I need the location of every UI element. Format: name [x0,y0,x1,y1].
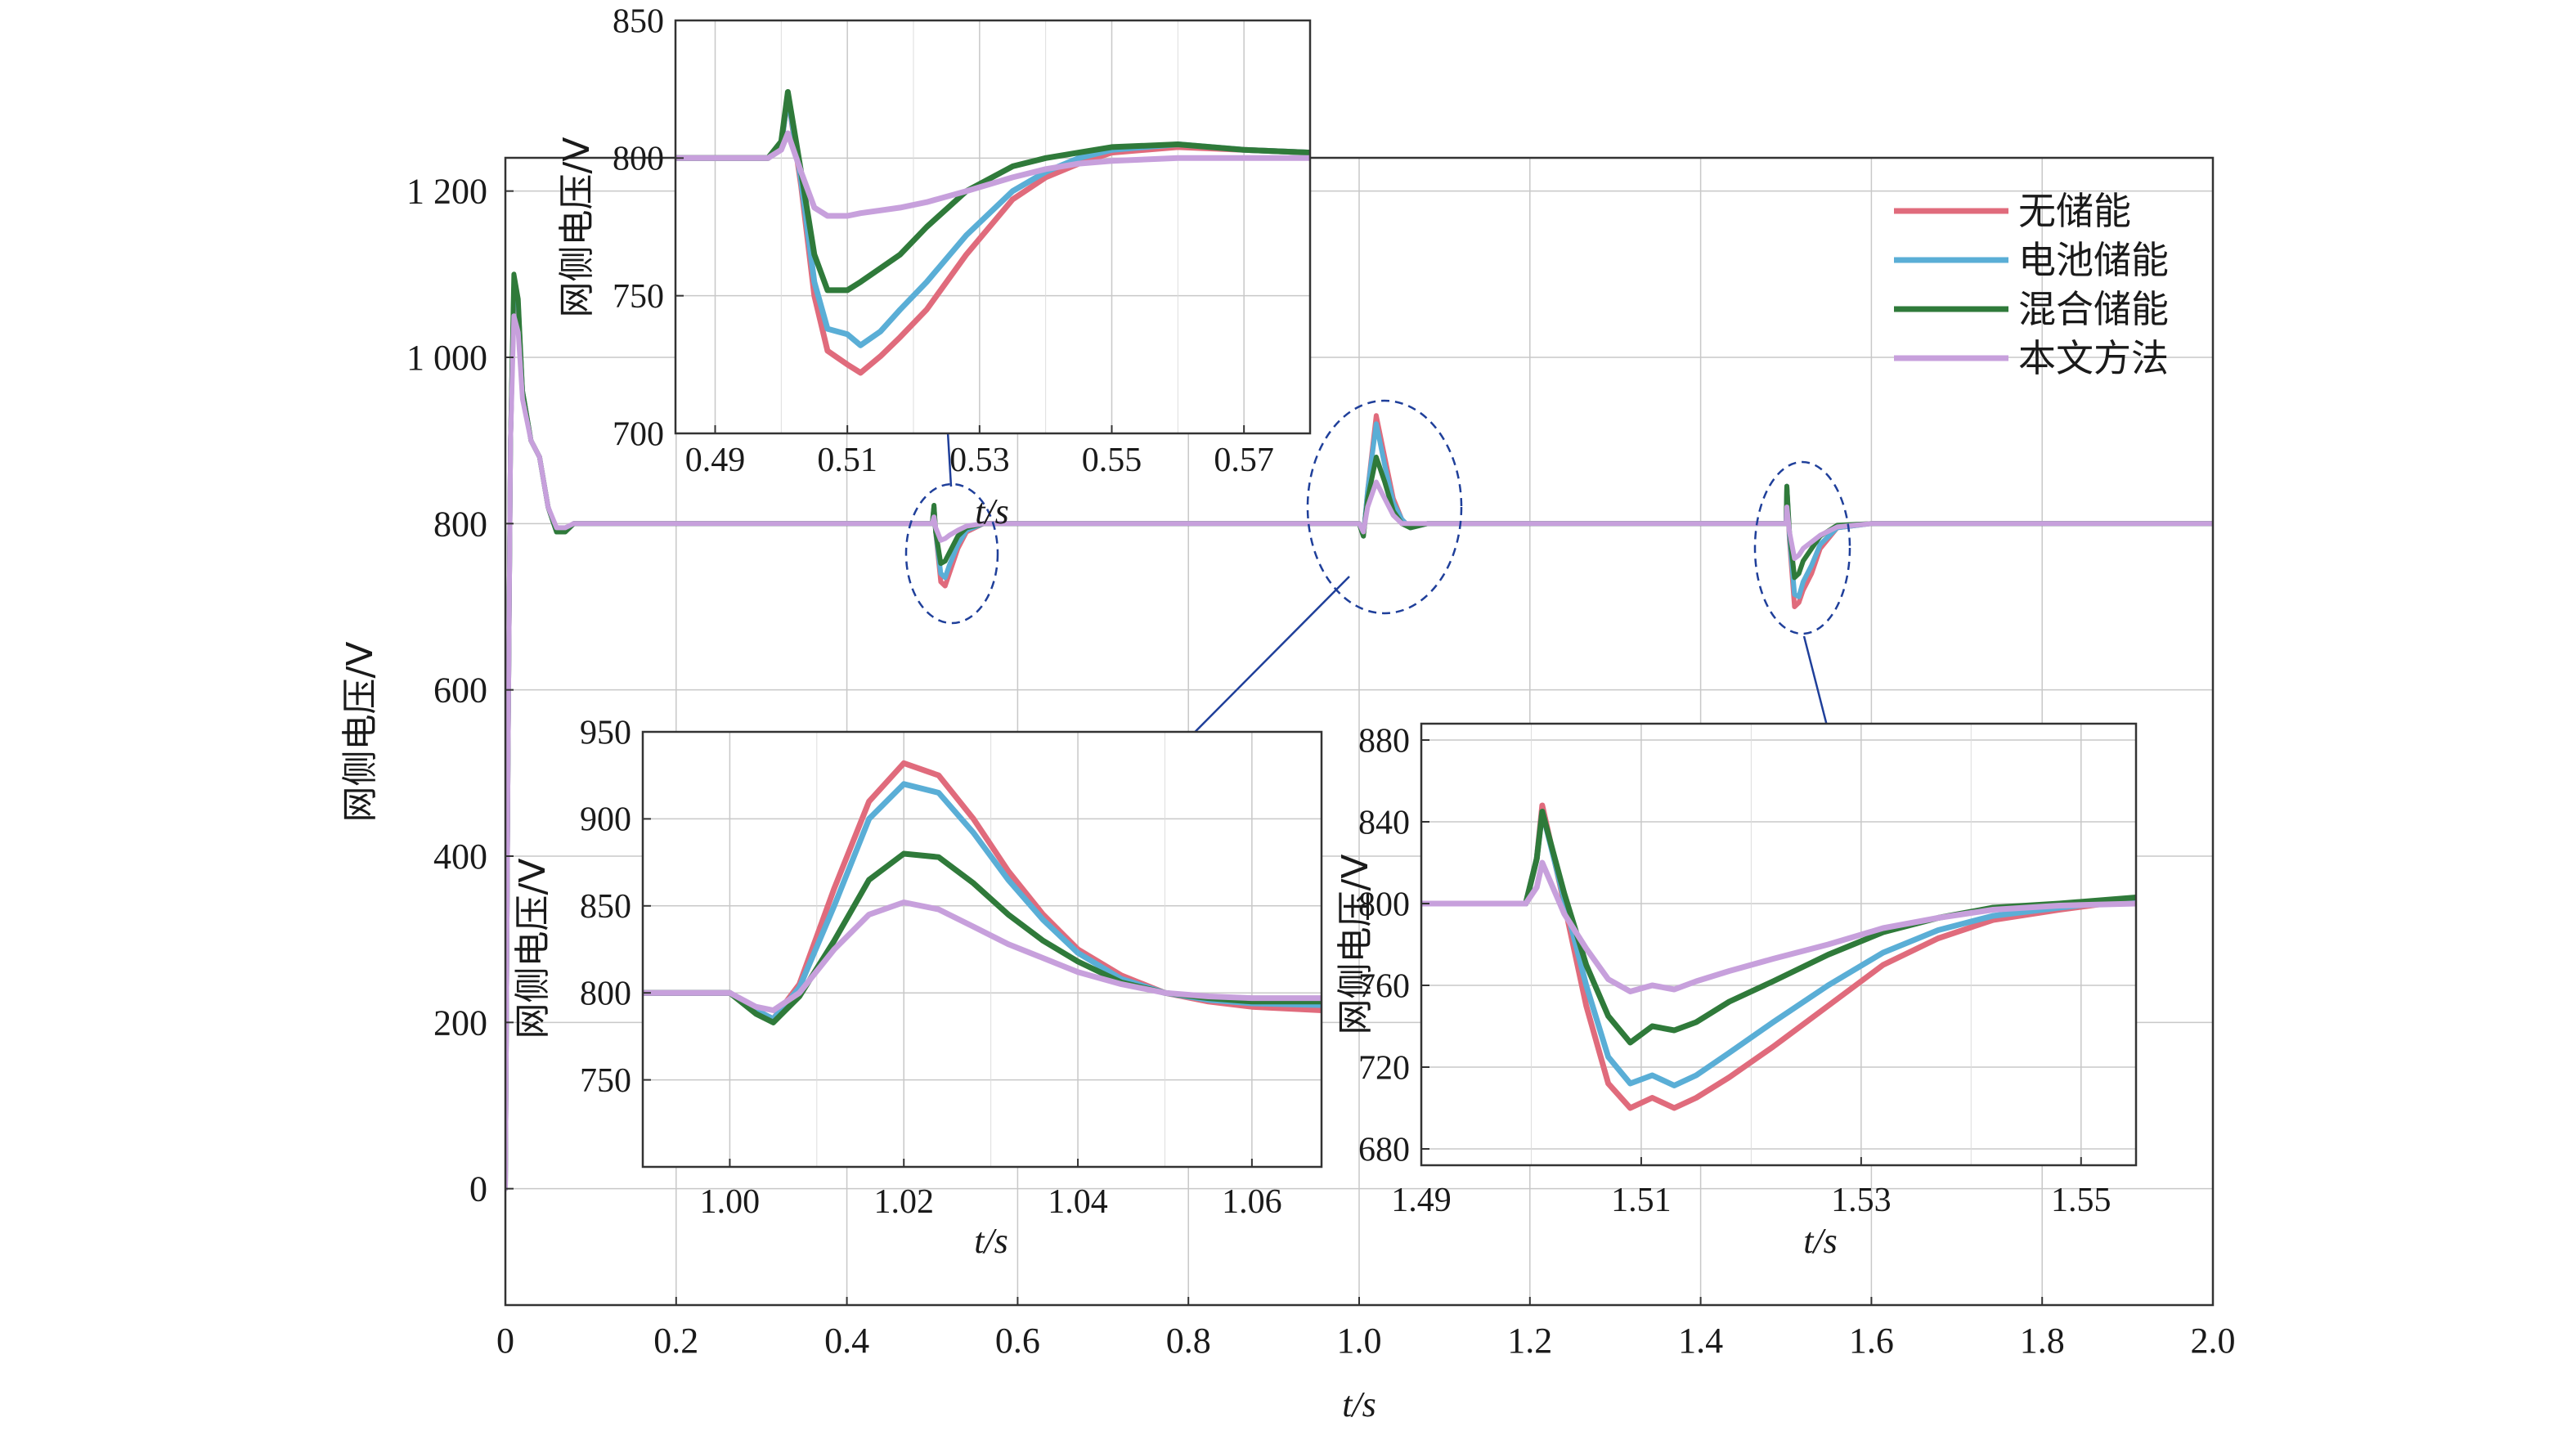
legend-label-hybrid: 混合储能 [2018,287,2169,331]
inset-chart-1.5s: 1.49 1.51 1.53 1.55 680 720 760 800 840 880 t/s 网… [1335,722,2138,1261]
inset-1.5s-y-axis-label: 网侧电压/V [1335,855,1376,1035]
inset-1.0s-y-tick-label: 800 [580,975,631,1012]
inset-1.0s-background [643,732,1322,1167]
main-x-tick-label: 1.2 [1507,1321,1552,1361]
highlight-ellipse-1.5s [1753,460,1851,635]
main-x-tick-label: 0.8 [1166,1321,1211,1361]
inset-0.5s-y-tick-label: 750 [613,278,664,316]
main-y-tick-label: 200 [433,1003,487,1043]
main-x-tick-label: 0.4 [824,1321,869,1361]
highlight-ellipses [904,399,1851,635]
inset-1.5s-x-axis-label: t/s [1803,1221,1838,1261]
inset-1.0s-series-proposed [643,899,1322,1013]
inset-1.5s-y-tick-label: 840 [1358,804,1410,841]
inset-0.5s-series [675,89,1310,376]
inset-1.0s-tick-labels: 1.00 1.02 1.04 1.06 750 800 850 900 950 [580,714,1282,1221]
inset-0.5s-y-tick-label: 700 [613,415,664,453]
inset-1.5s-frame [1420,722,2138,1167]
inset-0.5s-y-tick-label: 850 [613,2,664,40]
main-y-tick-label: 1 000 [406,338,487,378]
inset-1.5s-background [1421,724,2136,1165]
inset-1.0s-y-tick-label: 750 [580,1062,631,1100]
main-y-tick-label: 400 [433,837,487,877]
inset-1.0s-y-tick-label: 900 [580,801,631,839]
inset-1.0s-x-tick-label: 1.06 [1222,1183,1282,1221]
inset-1.5s-tick-labels: 1.49 1.51 1.53 1.55 680 720 760 800 840 880 [1358,722,2112,1219]
main-x-tick-label: 1.4 [1678,1321,1723,1361]
main-x-tick-label: 0.6 [995,1321,1040,1361]
inset-1.5s-y-tick-label: 880 [1358,722,1410,760]
inset-1.5s-series [1421,802,2136,1111]
legend-label-proposed: 本文方法 [2018,336,2169,380]
inset-1.5s-x-tick-label: 1.49 [1391,1182,1452,1219]
main-series [505,271,2213,1191]
inset-chart-0.5s: 0.49 0.51 0.53 0.55 0.57 700 750 800 850 t/s 网侧电… [556,2,1312,532]
main-series-proposed [505,313,2213,1191]
inset-0.5s-x-axis-label: t/s [975,491,1009,532]
inset-0.5s-y-tick-label: 800 [613,141,664,178]
main-y-tick-label: 600 [433,671,487,711]
main-x-tick-label: 1.0 [1337,1321,1382,1361]
inset-1.0s-y-tick-label: 850 [580,888,631,926]
legend-label-battery: 电池储能 [2018,238,2169,282]
inset-1.5s-y-tick-label: 720 [1358,1049,1410,1087]
inset-1.0s-series [643,760,1322,1025]
inset-0.5s-x-tick-label: 0.57 [1214,442,1274,479]
inset-0.5s-x-tick-label: 0.55 [1082,442,1142,479]
legend-label-no-storage: 无储能 [2018,189,2131,233]
inset-1.0s-x-tick-label: 1.00 [700,1183,761,1221]
inset-1.5s-y-tick-label: 800 [1358,886,1410,923]
inset-1.0s-x-axis-label: t/s [974,1221,1008,1261]
inset-1.0s-x-tick-label: 1.04 [1048,1183,1108,1221]
inset-1.0s-y-tick-label: 950 [580,714,631,751]
inset-1.0s-y-axis-label: 网侧电压/V [512,859,554,1039]
main-y-tick-label: 0 [469,1169,487,1209]
inset-0.5s-x-tick-label: 0.53 [949,442,1010,479]
main-y-axis-label: 网侧电压/V [339,642,381,823]
inset-1.5s-x-tick-label: 1.53 [1831,1182,1892,1219]
highlight-ellipse-0.5s [904,482,999,625]
inset-1.5s-y-tick-label: 760 [1358,967,1410,1005]
inset-1.5s-x-tick-label: 1.55 [2051,1182,2112,1219]
main-x-tick-label: 0 [496,1321,514,1361]
inset-0.5s-x-tick-label: 0.49 [685,442,746,479]
highlight-ellipse-1.0s [1306,399,1463,615]
main-x-tick-label: 2.0 [2191,1321,2236,1361]
inset-0.5s-series-hybrid [675,89,1310,294]
inset-0.5s-series-proposed [675,130,1310,219]
inset-0.5s-x-tick-label: 0.51 [817,442,877,479]
inset-0.5s-tick-labels: 0.49 0.51 0.53 0.55 0.57 700 750 800 850 [613,2,1274,479]
inset-1.5s-y-tick-label: 680 [1358,1131,1410,1169]
inset-1.5s-series-proposed [1421,859,2136,994]
inset-0.5s-frame [674,19,1312,435]
main-x-tick-label: 0.2 [653,1321,698,1361]
main-x-tick-label: 1.6 [1849,1321,1894,1361]
main-y-tick-label: 1 200 [406,172,487,212]
inset-chart-1.0s: 1.00 1.02 1.04 1.06 750 800 850 900 950 t/s 网侧电压… [512,714,1323,1261]
inset-0.5s-y-axis-label: 网侧电压/V [556,137,598,318]
inset-1.5s-x-tick-label: 1.51 [1611,1182,1672,1219]
main-x-tick-label: 1.8 [2020,1321,2065,1361]
inset-1.0s-frame [641,730,1323,1169]
main-tick-labels: 0 0.2 0.4 0.6 0.8 1.0 1.2 1.4 1.6 1.8 2.0 0 200 400 60… [406,172,2236,1361]
main-x-axis-label: t/s [1342,1384,1376,1424]
main-y-tick-label: 800 [433,504,487,544]
inset-1.0s-x-tick-label: 1.02 [873,1183,934,1221]
